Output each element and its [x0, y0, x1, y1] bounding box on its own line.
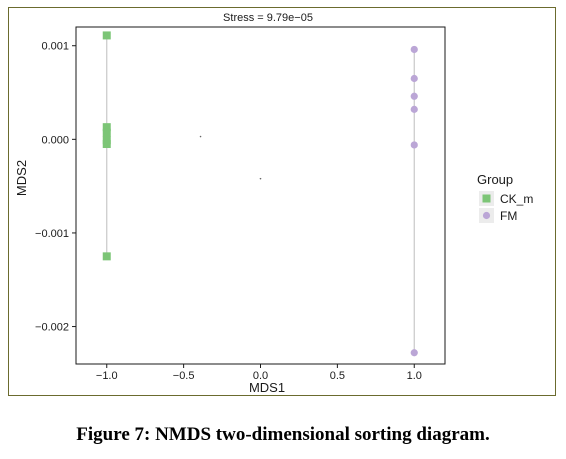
- data-point-ck-m: [102, 252, 111, 261]
- y-tick-label: −0.001: [35, 228, 69, 240]
- x-axis-title: MDS1: [249, 380, 285, 395]
- centroid-mark: [199, 135, 202, 138]
- data-point-fm: [410, 105, 418, 113]
- x-tick-label: −1.0: [96, 370, 118, 382]
- x-tick-label: −0.5: [173, 370, 195, 382]
- figure-caption: Figure 7: NMDS two-dimensional sorting d…: [76, 424, 490, 445]
- y-axis-title: MDS2: [14, 160, 29, 196]
- legend-label: FM: [500, 209, 517, 223]
- nmds-chart: Stress = 9.79e−05 −1.0 −0.5 0.0 0.5 1.0 0.001…: [14, 12, 533, 395]
- data-point-fm: [410, 349, 418, 357]
- y-tick-label: 0.001: [41, 41, 69, 53]
- data-point-ck-m: [102, 140, 111, 149]
- data-point-ck-m: [102, 123, 111, 132]
- stress-title: Stress = 9.79e−05: [223, 12, 313, 24]
- data-point-fm: [410, 45, 418, 54]
- data-point-fm: [410, 92, 418, 100]
- x-tick-label: 1.0: [407, 370, 422, 382]
- data-point-ck-m: [102, 31, 111, 40]
- data-point-fm: [410, 74, 418, 83]
- figure-frame: Stress = 9.79e−05 −1.0 −0.5 0.0 0.5 1.0 0.001…: [8, 7, 556, 396]
- data-point-fm: [410, 141, 418, 149]
- legend-key-circle: [482, 211, 491, 220]
- data-point-ck-m: [102, 128, 111, 137]
- x-tick-label: 0.5: [330, 370, 345, 382]
- y-tick-label: −0.002: [35, 322, 69, 334]
- y-tick-label: 0.000: [41, 134, 69, 146]
- centroid-mark: [259, 177, 262, 180]
- legend-title: Group: [477, 172, 513, 187]
- legend-key-square: [482, 194, 491, 203]
- legend: Group CK_m FM: [477, 172, 533, 223]
- x-tick-label: 0.0: [253, 370, 268, 382]
- legend-label: CK_m: [500, 192, 533, 206]
- plot-panel: [75, 26, 446, 365]
